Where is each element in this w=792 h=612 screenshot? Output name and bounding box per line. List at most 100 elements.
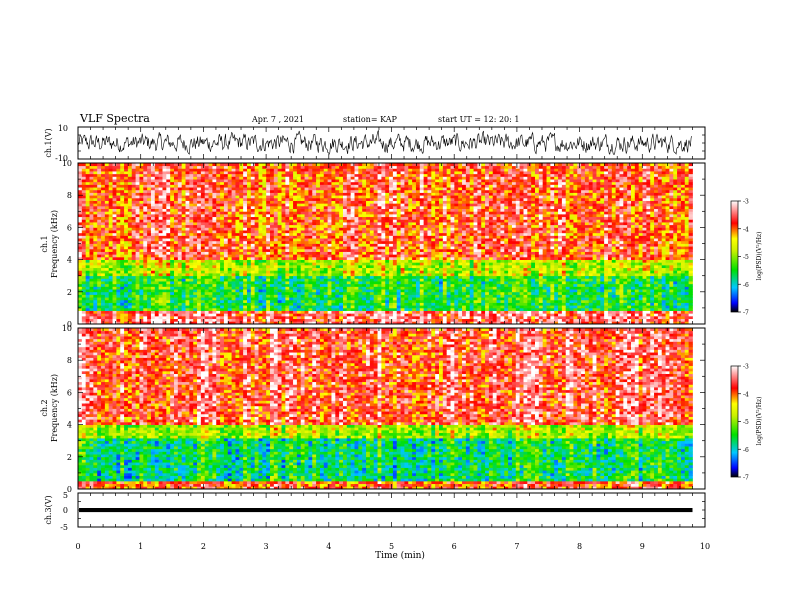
spectrogram-cell [342,246,348,250]
spectrogram-cell [319,286,325,290]
spectrogram-cell [185,291,190,295]
spectrogram-cell [166,224,171,228]
spectrogram-cell [197,273,202,277]
spectrogram-cell [154,281,160,285]
spectrogram-cell [158,213,163,218]
spectrogram-cell [197,264,202,269]
spectrogram-cell [189,203,194,207]
spectrogram-cell [147,270,152,274]
spectrogram-cell [273,222,279,226]
spectrogram-cell [304,321,309,325]
spectrogram-cell [262,243,267,247]
spectrogram-cell [81,240,87,244]
spectrogram-cell [97,248,102,252]
spectrogram-cell [97,222,102,226]
spectrogram-cell [312,246,317,250]
spectrogram-cell [339,200,344,204]
spectrogram-cell [220,307,225,311]
spectrogram-cell [342,219,348,223]
spectrogram-cell [166,216,171,220]
spectrogram-cell [254,181,259,185]
spectrogram-cell [250,216,256,220]
spectrogram-cell [346,318,352,322]
spectrogram-cell [362,168,367,172]
spectrogram-cell [154,200,160,204]
spectrogram-cell [316,318,321,322]
spectrogram-cell [342,307,348,311]
spectrogram-cell [193,195,198,199]
spectrogram-cell [319,203,325,207]
spectrogram-cell [143,307,148,311]
spectrogram-cell [89,262,94,266]
spectrogram-cell [327,173,332,177]
spectrogram-cell [104,313,110,317]
spectrogram-cell [285,278,290,282]
spectrogram-cell [277,184,282,188]
spectrogram-cell [377,168,382,172]
spectrogram-cell [78,211,83,215]
spectrogram-cell [147,171,152,175]
spectrogram-cell [200,307,206,311]
spectrogram-cell [231,313,236,317]
spectrogram-cell [120,222,125,226]
spectrogram-cell [366,278,371,282]
spectrogram-cell [346,286,352,290]
spectrogram-cell [85,216,90,220]
spectrogram-cell [208,270,213,274]
spectrogram-cell [143,216,148,220]
spectrogram-cell [254,256,259,260]
spectrogram-cell [158,299,163,303]
spectrogram-cell [354,197,359,201]
spectrogram-cell [293,275,298,279]
spectrogram-cell [308,321,313,325]
spectrogram-cell [124,251,129,255]
spectrogram-cell [300,299,305,303]
spectrogram-cell [316,176,321,180]
spectrogram-cell [85,240,90,244]
spectrogram-cell [154,240,160,244]
spectrogram-cell [212,192,217,196]
spectrogram-cell [78,232,83,236]
spectrogram-cell [162,235,167,239]
spectrogram-cell [319,248,325,252]
spectrogram-cell [366,208,371,212]
spectrogram-cell [335,291,340,295]
spectrogram-cell [93,232,98,236]
spectrogram-cell [200,270,206,274]
spectrogram-cell [270,192,275,196]
spectrogram-cell [369,213,375,218]
spectrogram-cell [281,187,286,191]
spectrogram-cell [220,240,225,244]
spectrogram-cell [200,235,206,239]
spectrogram-cell [212,163,217,167]
spectrogram-cell [296,176,302,180]
spectrogram-cell [270,205,275,210]
spectrogram-cell [162,219,167,223]
spectrogram-cell [166,281,171,285]
spectrogram-cell [220,299,225,303]
spectrogram-cell [266,230,271,234]
spectrogram-cell [147,294,152,298]
spectrogram-cell [258,286,263,290]
spectrogram-cell [243,256,248,260]
spectrogram-cell [185,243,190,247]
spectrogram-cell [208,213,213,218]
spectrogram-cell [223,278,229,282]
spectrogram-cell [150,254,156,258]
spectrogram-cell [193,307,198,311]
spectrogram-cell [181,248,186,252]
spectrogram-cell [208,278,213,282]
spectrogram-cell [139,318,144,322]
spectrogram-cell [120,273,125,277]
spectrogram-cell [231,179,236,183]
spectrogram-cell [366,243,371,247]
spectrogram-cell [127,302,133,306]
spectrogram-cell [170,251,175,255]
spectrogram-cell [316,195,321,199]
spectrogram-cell [342,197,348,201]
spectrogram-cell [323,176,329,180]
spectrogram-cell [366,222,371,226]
spectrogram-cell [273,187,279,191]
spectrogram-cell [243,235,248,239]
spectrogram-cell [166,227,171,231]
